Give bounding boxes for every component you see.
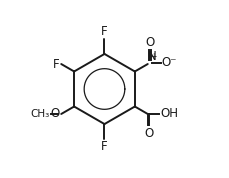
Text: O: O	[143, 127, 153, 140]
Text: CH₃: CH₃	[31, 109, 50, 119]
Text: OH: OH	[159, 108, 177, 121]
Text: O: O	[50, 107, 60, 120]
Text: O⁻: O⁻	[161, 56, 176, 69]
Text: N: N	[147, 50, 156, 63]
Text: F: F	[53, 57, 60, 70]
Text: F: F	[101, 25, 107, 38]
Text: F: F	[101, 140, 107, 153]
Text: O: O	[144, 36, 154, 49]
Text: +: +	[150, 52, 156, 61]
